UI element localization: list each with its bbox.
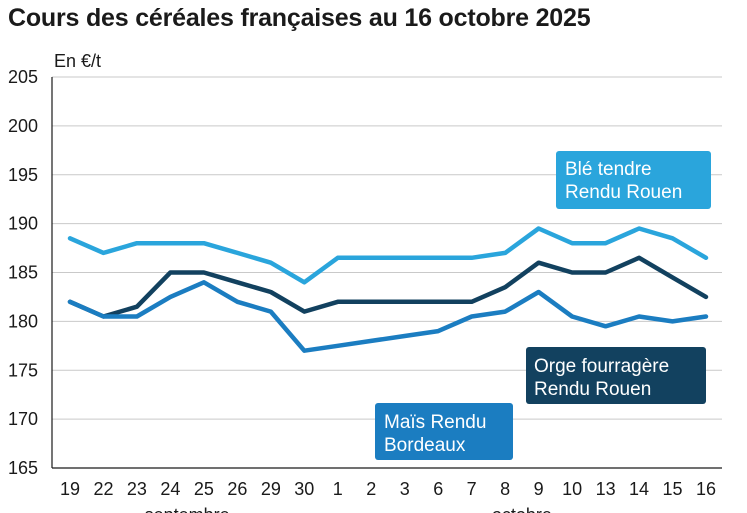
x-tick-label: 23 xyxy=(127,479,147,499)
x-tick-label: 8 xyxy=(500,479,510,499)
y-tick-label: 195 xyxy=(8,165,38,185)
x-tick-label: 19 xyxy=(60,479,80,499)
series-label-box xyxy=(556,151,711,209)
x-tick-label: 10 xyxy=(562,479,582,499)
y-tick-label: 175 xyxy=(8,360,38,380)
x-tick-label: 29 xyxy=(261,479,281,499)
series-line-2 xyxy=(67,280,709,353)
series-label-line: Blé tendre xyxy=(565,159,652,180)
y-tick-label: 200 xyxy=(8,116,38,136)
chart-title: Cours des céréales françaises au 16 octo… xyxy=(8,4,591,32)
series-label-line: Orge fourragère xyxy=(534,356,669,377)
series-label-box xyxy=(526,347,706,404)
y-tick-label: 185 xyxy=(8,263,38,283)
series-lines xyxy=(67,226,709,353)
y-tick-label: 165 xyxy=(8,458,38,478)
x-month-label: septembre xyxy=(145,505,230,513)
x-tick-label: 14 xyxy=(629,479,649,499)
x-tick-label: 7 xyxy=(467,479,477,499)
series-label-line: Maïs Rendu xyxy=(384,412,486,433)
x-tick-label: 3 xyxy=(400,479,410,499)
y-tick-label: 205 xyxy=(8,67,38,87)
x-tick-label: 9 xyxy=(534,479,544,499)
x-tick-label: 25 xyxy=(194,479,214,499)
x-tick-label: 2 xyxy=(366,479,376,499)
x-tick-label: 24 xyxy=(160,479,180,499)
x-month-label: octobre xyxy=(492,505,552,513)
series-label-line: Bordeaux xyxy=(384,435,466,456)
series-line-0 xyxy=(67,226,709,285)
series-label-box xyxy=(375,403,513,460)
y-tick-label: 190 xyxy=(8,214,38,234)
series-label-line: Rendu Rouen xyxy=(534,379,651,400)
x-tick-label: 15 xyxy=(663,479,683,499)
gridlines xyxy=(52,76,722,420)
x-tick-label: 22 xyxy=(93,479,113,499)
x-tick-label: 16 xyxy=(696,479,716,499)
x-tick-label: 30 xyxy=(294,479,314,499)
x-tick-label: 1 xyxy=(333,479,343,499)
x-tick-label: 6 xyxy=(433,479,443,499)
x-tick-label: 26 xyxy=(227,479,247,499)
series-label-line: Rendu Rouen xyxy=(565,182,682,203)
x-tick-label: 13 xyxy=(596,479,616,499)
series-line-1 xyxy=(67,255,709,319)
y-tick-label: 170 xyxy=(8,409,38,429)
y-tick-label: 180 xyxy=(8,311,38,331)
y-axis-unit-label: En €/t xyxy=(54,51,101,71)
